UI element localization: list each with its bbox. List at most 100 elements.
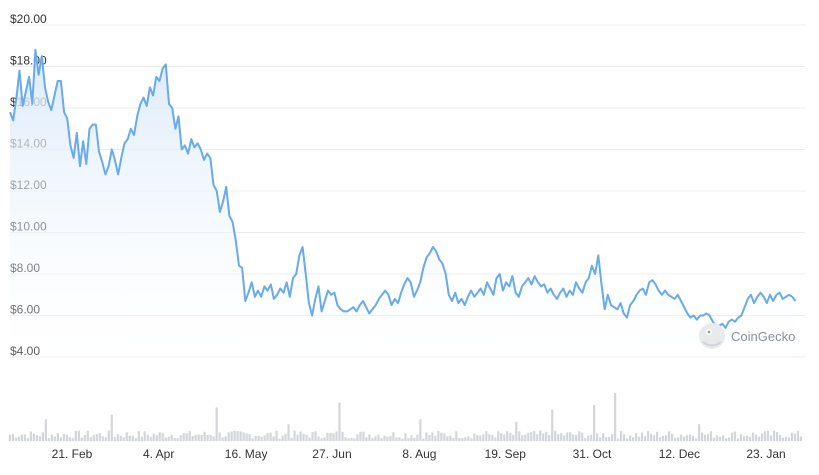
volume-bar <box>53 436 56 441</box>
volume-bar <box>485 431 488 441</box>
volume-bar <box>206 434 209 441</box>
volume-bar <box>623 434 626 441</box>
volume-bar <box>590 434 593 441</box>
volume-bar <box>230 431 233 441</box>
volume-bar <box>757 436 761 441</box>
volume-bar <box>709 431 713 441</box>
volume-bar <box>670 433 674 441</box>
volume-bar <box>572 434 575 441</box>
volume-bar <box>742 436 746 441</box>
volume-bar <box>218 432 221 441</box>
volume-bar <box>524 434 527 441</box>
volume-bar <box>455 431 458 441</box>
x-tick-label: 4. Apr <box>143 447 174 461</box>
volume-bar <box>104 437 107 441</box>
volume-bar <box>17 436 20 441</box>
volume-bar <box>392 432 395 441</box>
volume-bar <box>281 435 284 441</box>
volume-bar <box>796 430 800 441</box>
volume-bar <box>479 435 482 441</box>
volume-bar <box>32 433 35 441</box>
volume-bar <box>248 434 251 441</box>
volume-bar <box>661 435 665 441</box>
volume-bar <box>377 434 380 441</box>
volume-bar <box>149 436 152 441</box>
volume-bars <box>8 393 803 441</box>
volume-bar <box>700 432 704 441</box>
volume-bar <box>539 430 542 441</box>
volume-bar <box>233 430 236 441</box>
volume-bar <box>179 435 182 441</box>
gecko-logo-icon <box>699 323 725 349</box>
volume-bar <box>161 433 164 441</box>
volume-bar <box>74 430 77 441</box>
price-area-fill <box>10 49 796 358</box>
volume-bar <box>476 435 479 441</box>
volume-bar <box>629 435 632 441</box>
volume-bar <box>224 436 227 441</box>
volume-bar <box>110 414 113 441</box>
volume-bar <box>236 431 239 441</box>
volume-bar <box>769 435 773 441</box>
volume-bar <box>440 432 443 441</box>
volume-bar <box>626 438 629 441</box>
volume-bar <box>359 431 362 441</box>
volume-bar <box>47 437 50 441</box>
volume-bar <box>317 436 320 441</box>
volume-bar <box>365 437 368 441</box>
volume-bar <box>682 436 686 441</box>
volume-bar <box>410 435 413 441</box>
volume-bar <box>383 435 386 441</box>
volume-bar <box>706 434 710 441</box>
volume-bar <box>101 436 104 441</box>
volume-bar <box>784 436 788 441</box>
volume-bar <box>563 435 566 441</box>
volume-bar <box>269 432 272 441</box>
volume-bar <box>197 434 200 441</box>
volume-bar <box>644 436 647 441</box>
volume-bar <box>77 430 80 441</box>
volume-bar <box>296 434 299 441</box>
volume-bar <box>473 433 476 441</box>
volume-bar <box>667 431 671 441</box>
volume-bar <box>311 432 314 441</box>
volume-bar <box>605 437 608 441</box>
volume-bar <box>323 437 326 441</box>
volume-bar <box>80 437 83 441</box>
volume-bar <box>152 433 155 441</box>
volume-bar <box>227 432 230 441</box>
volume-bar <box>371 438 374 441</box>
volume-bar <box>416 434 419 441</box>
volume-bar <box>41 432 44 441</box>
volume-bar <box>482 434 485 441</box>
volume-bar <box>257 435 260 441</box>
x-axis: 21. Feb 4. Apr 16. May 27. Jun 8. Aug 19. Sep… <box>52 447 786 461</box>
x-tick-label: 23. Jan <box>746 447 785 461</box>
volume-bar <box>467 436 470 441</box>
volume-bar <box>437 431 440 441</box>
volume-bar <box>122 437 125 441</box>
volume-bar <box>146 434 149 441</box>
volume-bar <box>278 438 281 441</box>
volume-bar <box>739 434 743 441</box>
volume-bar <box>167 436 170 441</box>
volume-bar <box>491 435 494 441</box>
volume-bar <box>458 437 461 441</box>
volume-bar <box>26 437 29 441</box>
volume-bar <box>134 437 137 441</box>
volume-bar <box>608 436 611 441</box>
volume-bar <box>14 437 17 441</box>
x-tick-label: 21. Feb <box>52 447 93 461</box>
volume-bar <box>182 433 185 441</box>
volume-bar <box>581 432 584 441</box>
volume-bar <box>20 434 23 441</box>
volume-bar <box>272 436 275 441</box>
volume-bar <box>554 430 557 441</box>
volume-bar <box>176 438 179 441</box>
volume-bar <box>673 437 677 441</box>
volume-bar <box>533 431 536 441</box>
volume-bar <box>647 431 650 441</box>
volume-bar <box>578 431 581 441</box>
volume-bar <box>320 438 323 441</box>
volume-bar <box>128 435 131 441</box>
